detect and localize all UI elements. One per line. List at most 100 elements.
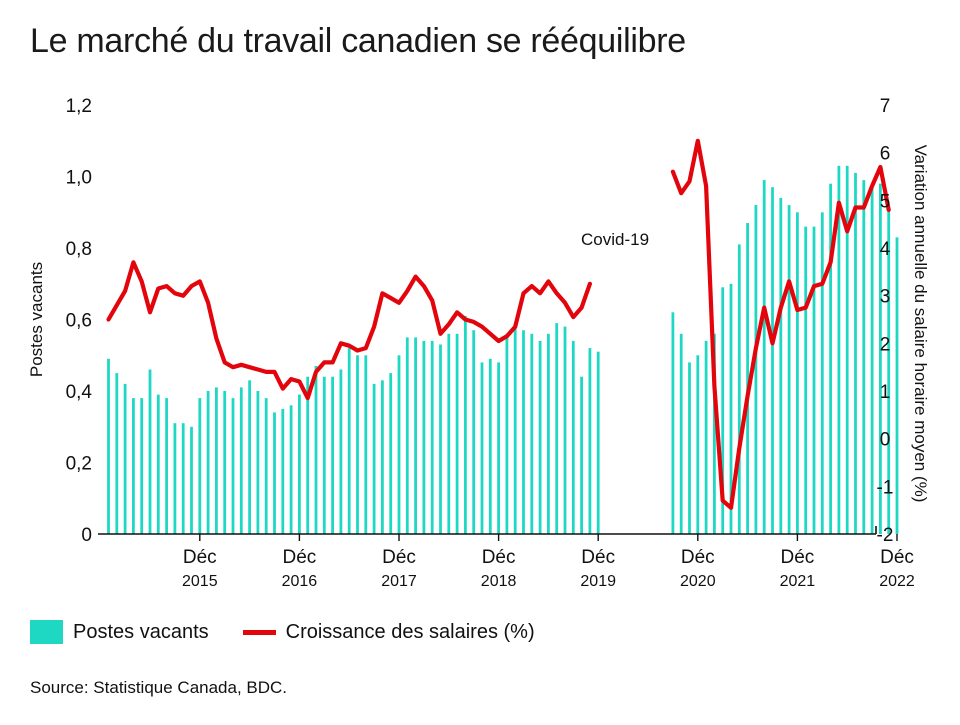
bar xyxy=(571,340,575,534)
bar xyxy=(165,398,168,534)
y2-tick-label: 6 xyxy=(880,144,891,165)
y-tick-label: 1,0 xyxy=(66,168,92,189)
bar xyxy=(737,244,741,534)
bar xyxy=(190,426,193,535)
y-tick-label: 0,2 xyxy=(66,454,92,475)
x-tick-label-month: Déc xyxy=(581,547,615,568)
y2-tick-label: -1 xyxy=(877,477,894,498)
bar xyxy=(206,391,210,534)
bar xyxy=(862,180,866,534)
bar xyxy=(322,376,326,534)
chart-title: Le marché du travail canadien se rééquil… xyxy=(30,22,686,60)
bar xyxy=(181,423,185,534)
y2-tick-label: -2 xyxy=(877,525,894,546)
x-tick-label-month: Déc xyxy=(681,547,715,568)
bar xyxy=(115,373,119,534)
y-tick-label: 0,8 xyxy=(66,239,92,260)
bar xyxy=(132,398,135,534)
bar xyxy=(771,187,774,534)
bar xyxy=(405,337,409,534)
bar xyxy=(688,362,691,534)
bar xyxy=(140,398,144,534)
bar xyxy=(713,333,716,534)
bar xyxy=(314,366,318,534)
x-tick-label-month: Déc xyxy=(283,547,317,568)
bar xyxy=(704,340,708,534)
x-tick-label-month: Déc xyxy=(880,547,914,568)
bar xyxy=(530,333,534,534)
x-tick-label-year: 2021 xyxy=(780,573,816,590)
bar xyxy=(879,183,882,534)
bar xyxy=(123,383,127,534)
bar xyxy=(430,340,434,534)
x-tick-label-year: 2017 xyxy=(381,573,417,590)
bar xyxy=(231,398,235,534)
bar xyxy=(331,376,334,534)
bar xyxy=(679,333,683,534)
bar xyxy=(173,423,177,534)
bar xyxy=(804,226,808,534)
y2-tick-label: 1 xyxy=(880,382,891,403)
bar xyxy=(580,376,583,534)
y2-tick-label: 7 xyxy=(880,96,891,117)
bar xyxy=(289,405,293,534)
bar xyxy=(596,351,600,534)
x-tick-label-year: 2019 xyxy=(580,573,616,590)
y-tick-label: 0 xyxy=(81,525,92,546)
bar xyxy=(555,323,559,534)
bar xyxy=(239,387,243,534)
y2-tick-label: 4 xyxy=(880,239,891,260)
bar xyxy=(820,212,824,535)
bar xyxy=(787,205,791,534)
x-tick-label-year: 2016 xyxy=(282,573,318,590)
bar xyxy=(870,187,874,534)
wage-growth-line xyxy=(670,138,891,510)
bar xyxy=(156,394,160,534)
x-tick-label-year: 2020 xyxy=(680,573,716,590)
bar xyxy=(497,362,500,534)
bar xyxy=(563,326,567,534)
bar xyxy=(198,398,202,534)
legend-label-bars: Postes vacants xyxy=(73,620,209,643)
bar xyxy=(414,337,417,534)
bar xyxy=(264,398,268,534)
covid-annotation: Covid-19 xyxy=(581,230,649,249)
bar xyxy=(248,380,251,534)
bar xyxy=(505,333,509,534)
bar xyxy=(447,333,451,534)
bar xyxy=(729,283,733,535)
bar xyxy=(107,358,110,534)
bar xyxy=(480,362,484,534)
bar xyxy=(762,180,766,534)
bar xyxy=(854,172,857,534)
bar xyxy=(837,165,841,535)
bar xyxy=(547,333,550,534)
bar xyxy=(306,376,310,534)
y-tick-label: 0,6 xyxy=(66,311,92,332)
legend-label-line: Croissance des salaires (%) xyxy=(285,620,535,643)
bar xyxy=(347,348,351,534)
bar xyxy=(381,380,384,534)
bar xyxy=(721,287,725,534)
bar xyxy=(389,373,393,534)
bar xyxy=(397,355,401,535)
y-tick-label: 0,4 xyxy=(66,382,93,403)
bar xyxy=(488,358,492,534)
bar xyxy=(671,312,675,534)
y2-tick-label: 2 xyxy=(880,334,891,355)
bar xyxy=(464,315,467,534)
x-tick-label-month: Déc xyxy=(183,547,217,568)
y2-tick-label: 0 xyxy=(880,430,891,451)
bar xyxy=(895,237,899,535)
bar xyxy=(779,197,783,534)
bar xyxy=(829,183,832,534)
legend-swatch-bars xyxy=(30,620,63,644)
legend-swatch-line xyxy=(242,629,276,635)
bar xyxy=(522,330,525,534)
bar xyxy=(372,383,376,534)
y2-tick-label: 5 xyxy=(880,191,891,212)
y2-axis-title: Variation annuelle du salaire horaire mo… xyxy=(911,145,930,503)
bar xyxy=(696,355,700,535)
bar xyxy=(256,391,260,534)
bar xyxy=(588,348,592,534)
